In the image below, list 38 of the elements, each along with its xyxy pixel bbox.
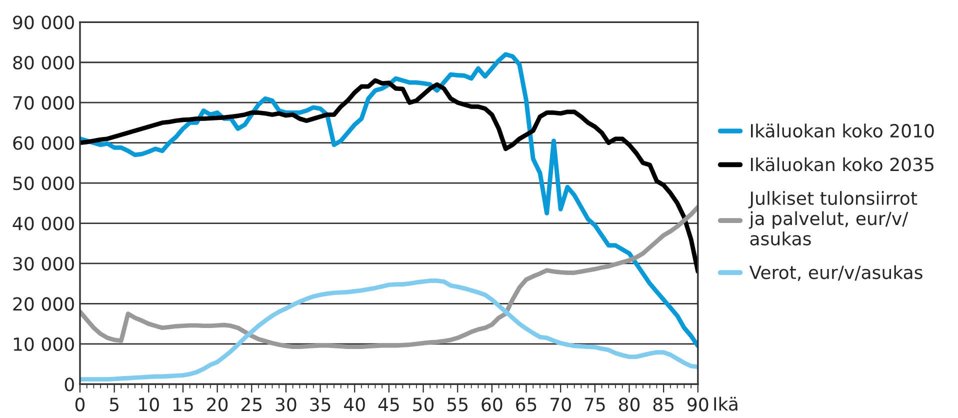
y-tick-label: 0	[64, 378, 74, 392]
x-tick-label: 85	[653, 398, 674, 412]
legend-label: Ikäluokan koko 2035	[750, 157, 934, 172]
line-series	[80, 78, 698, 274]
y-tick-label: 20 000	[13, 297, 74, 311]
x-tick-label: 90	[688, 398, 708, 412]
x-tick-label: 60	[482, 398, 502, 412]
line-series	[80, 278, 698, 382]
x-tick-label: 35	[310, 398, 330, 412]
x-tick-label: 45	[378, 398, 399, 412]
legend-label: Verot, eur/v/asukas	[749, 265, 922, 282]
x-tick-label: 80	[618, 398, 640, 412]
x-tick-label: 5	[110, 398, 118, 412]
x-tick-label: 70	[550, 398, 571, 412]
y-tick-label: 60 000	[13, 136, 74, 150]
legend-label: Ikäluokan koko 2010	[750, 124, 934, 138]
y-tick-label: 90 000	[13, 16, 74, 30]
line-series	[80, 204, 698, 349]
y-tick-label: 40 000	[12, 216, 74, 230]
x-tick-label: 65	[516, 398, 536, 412]
x-tick-label: 50	[413, 398, 434, 412]
x-tick-label: 0	[75, 398, 85, 412]
x-tick-label: 40	[344, 398, 365, 412]
x-tick-label: 15	[173, 398, 193, 412]
x-tick-label: 25	[241, 398, 262, 412]
y-tick-label: 10 000	[14, 337, 74, 352]
x-tick-label: 10	[139, 398, 159, 412]
x-tick-label: 55	[448, 398, 468, 412]
x-tick-label: 75	[584, 398, 605, 412]
x-tick-label: 30	[276, 398, 296, 412]
y-tick-label: 50 000	[13, 176, 74, 190]
x-tick-label: 20	[207, 398, 228, 412]
y-tick-label: 30 000	[13, 256, 74, 271]
legend-label: Julkiset tulonsiirrot ja palvelut, eur/v/ asukas	[748, 191, 918, 246]
y-tick-label: 70 000	[13, 96, 74, 110]
y-tick-label: 80 000	[13, 56, 74, 70]
line-series	[80, 52, 698, 348]
x-axis-title: Ikä	[714, 396, 738, 411]
